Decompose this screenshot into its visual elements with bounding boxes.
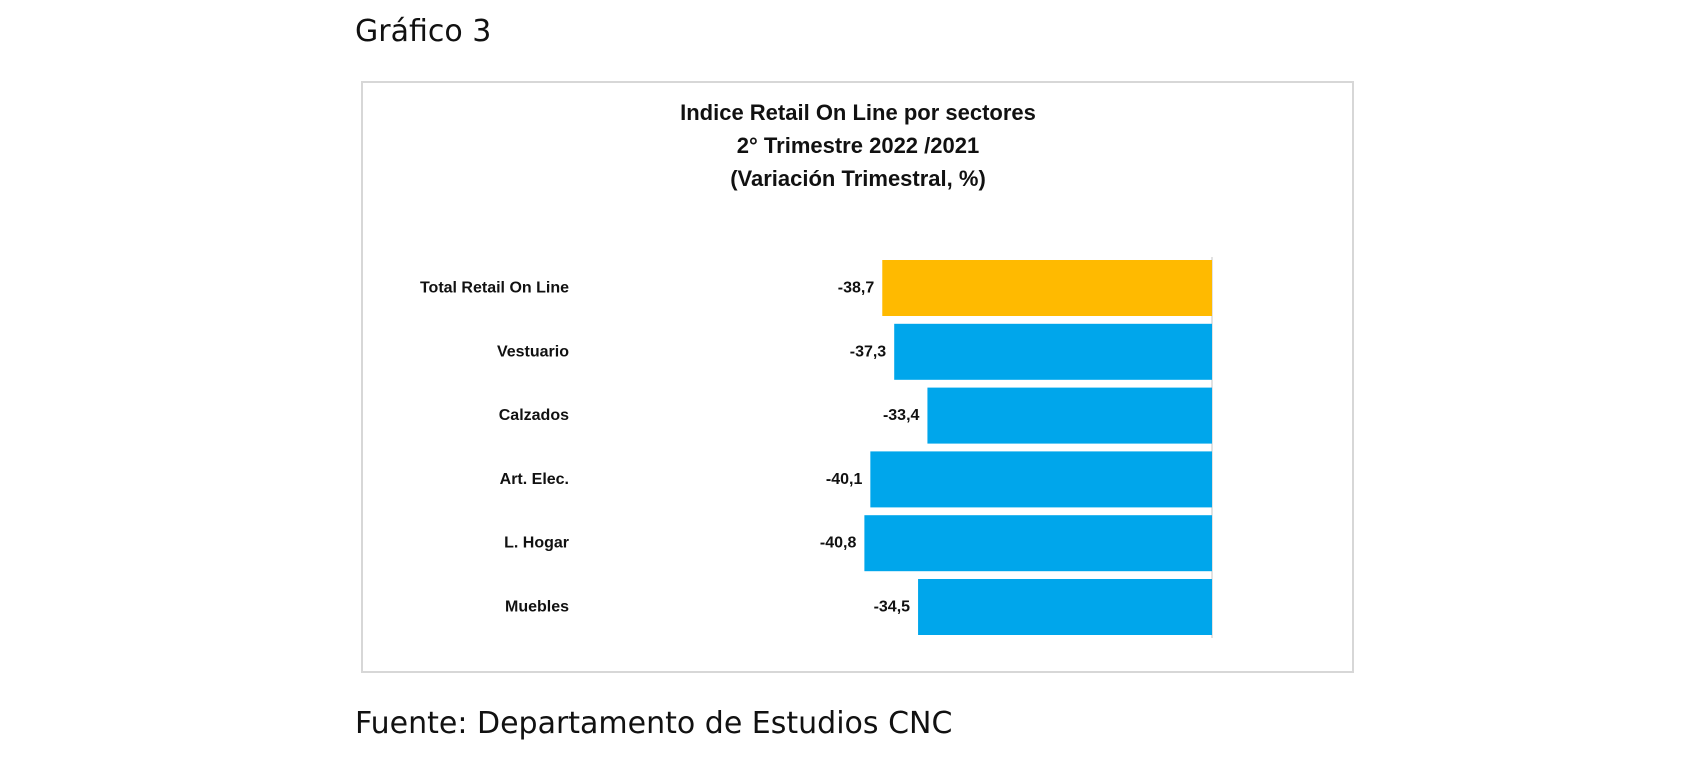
category-label-5: Muebles	[505, 599, 569, 616]
data-label-5: -34,5	[874, 599, 911, 616]
bar-4	[864, 515, 1212, 572]
figure-caption: Gráfico 3	[355, 14, 492, 49]
chart-title-line-3: (Variación Trimestral, %)	[730, 166, 986, 191]
category-label-1: Vestuario	[497, 343, 569, 360]
chart-title: Indice Retail On Line por sectores 2° Tr…	[0, 96, 1692, 195]
chart-title-line-2: 2° Trimestre 2022 /2021	[736, 133, 980, 158]
category-label-4: L. Hogar	[504, 535, 569, 552]
bar-0	[882, 260, 1212, 316]
bar-3	[870, 451, 1212, 508]
category-label-0: Total Retail On Line	[420, 280, 569, 297]
data-label-4: -40,8	[820, 535, 857, 552]
chart-title-line-1: Indice Retail On Line por sectores	[680, 100, 1036, 125]
data-label-2: -33,4	[883, 407, 920, 424]
bar-5	[918, 579, 1212, 635]
data-label-1: -37,3	[850, 343, 887, 360]
category-label-3: Art. Elec.	[500, 471, 569, 488]
data-label-0: -38,7	[838, 280, 875, 297]
bar-1	[894, 323, 1212, 380]
bar-2	[927, 387, 1212, 444]
category-label-2: Calzados	[499, 407, 569, 424]
source-note: Fuente: Departamento de Estudios CNC	[355, 706, 953, 741]
data-label-3: -40,1	[826, 471, 863, 488]
